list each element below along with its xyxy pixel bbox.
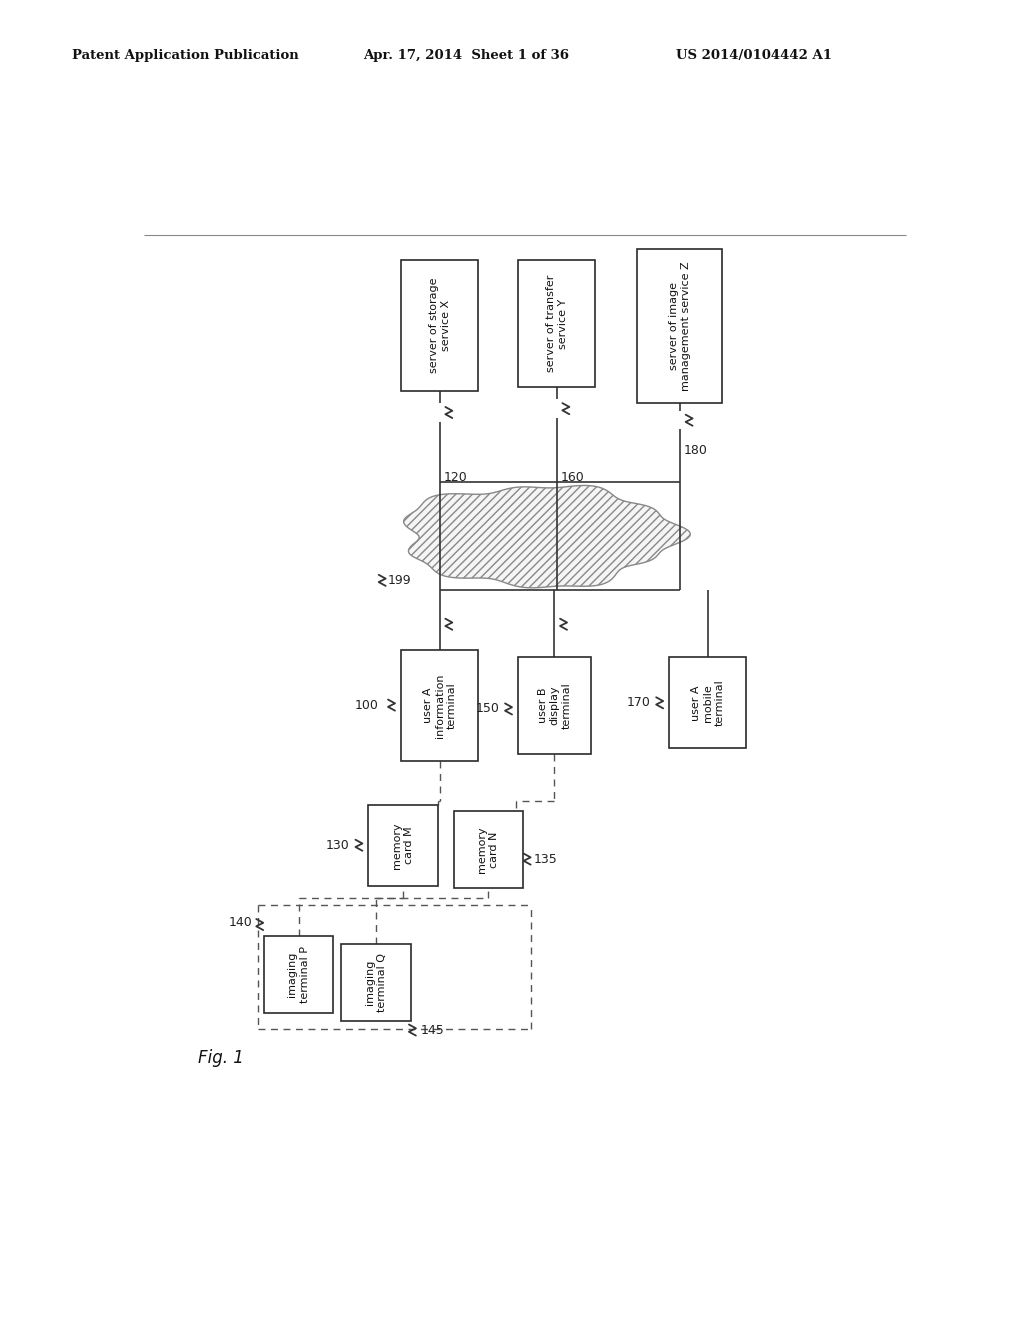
Text: memory
card N: memory card N: [477, 826, 500, 873]
Text: user B
display
terminal: user B display terminal: [538, 682, 571, 729]
FancyBboxPatch shape: [400, 649, 478, 762]
FancyBboxPatch shape: [400, 260, 478, 391]
Text: memory
card M: memory card M: [392, 822, 414, 869]
Text: 160: 160: [560, 471, 585, 484]
Text: 130: 130: [326, 838, 349, 851]
Text: Apr. 17, 2014  Sheet 1 of 36: Apr. 17, 2014 Sheet 1 of 36: [364, 49, 569, 62]
Text: server of storage
service X: server of storage service X: [429, 277, 451, 374]
Text: Patent Application Publication: Patent Application Publication: [72, 49, 298, 62]
Text: user A
mobile
terminal: user A mobile terminal: [691, 680, 725, 726]
Text: 180: 180: [684, 445, 708, 458]
Text: server of image
management service Z: server of image management service Z: [669, 261, 691, 391]
Text: 145: 145: [420, 1023, 444, 1036]
Polygon shape: [403, 486, 690, 587]
Text: US 2014/0104442 A1: US 2014/0104442 A1: [676, 49, 831, 62]
FancyBboxPatch shape: [518, 260, 595, 387]
Text: imaging
terminal Q: imaging terminal Q: [365, 953, 387, 1012]
FancyBboxPatch shape: [263, 936, 334, 1014]
Text: user A
information
terminal: user A information terminal: [423, 673, 457, 738]
Text: server of transfer
service Y: server of transfer service Y: [546, 275, 567, 372]
Text: 170: 170: [627, 696, 650, 709]
FancyBboxPatch shape: [369, 805, 438, 886]
FancyBboxPatch shape: [637, 249, 722, 404]
Text: 100: 100: [354, 698, 378, 711]
FancyBboxPatch shape: [669, 657, 746, 748]
Text: 150: 150: [475, 702, 499, 715]
FancyBboxPatch shape: [341, 944, 411, 1020]
Text: imaging
terminal P: imaging terminal P: [288, 946, 309, 1003]
FancyBboxPatch shape: [454, 812, 523, 888]
FancyBboxPatch shape: [518, 657, 592, 754]
Text: 135: 135: [535, 853, 558, 866]
Text: Fig. 1: Fig. 1: [198, 1049, 244, 1067]
Text: 199: 199: [388, 574, 412, 587]
Text: 120: 120: [443, 471, 467, 484]
Text: 140: 140: [228, 916, 253, 929]
